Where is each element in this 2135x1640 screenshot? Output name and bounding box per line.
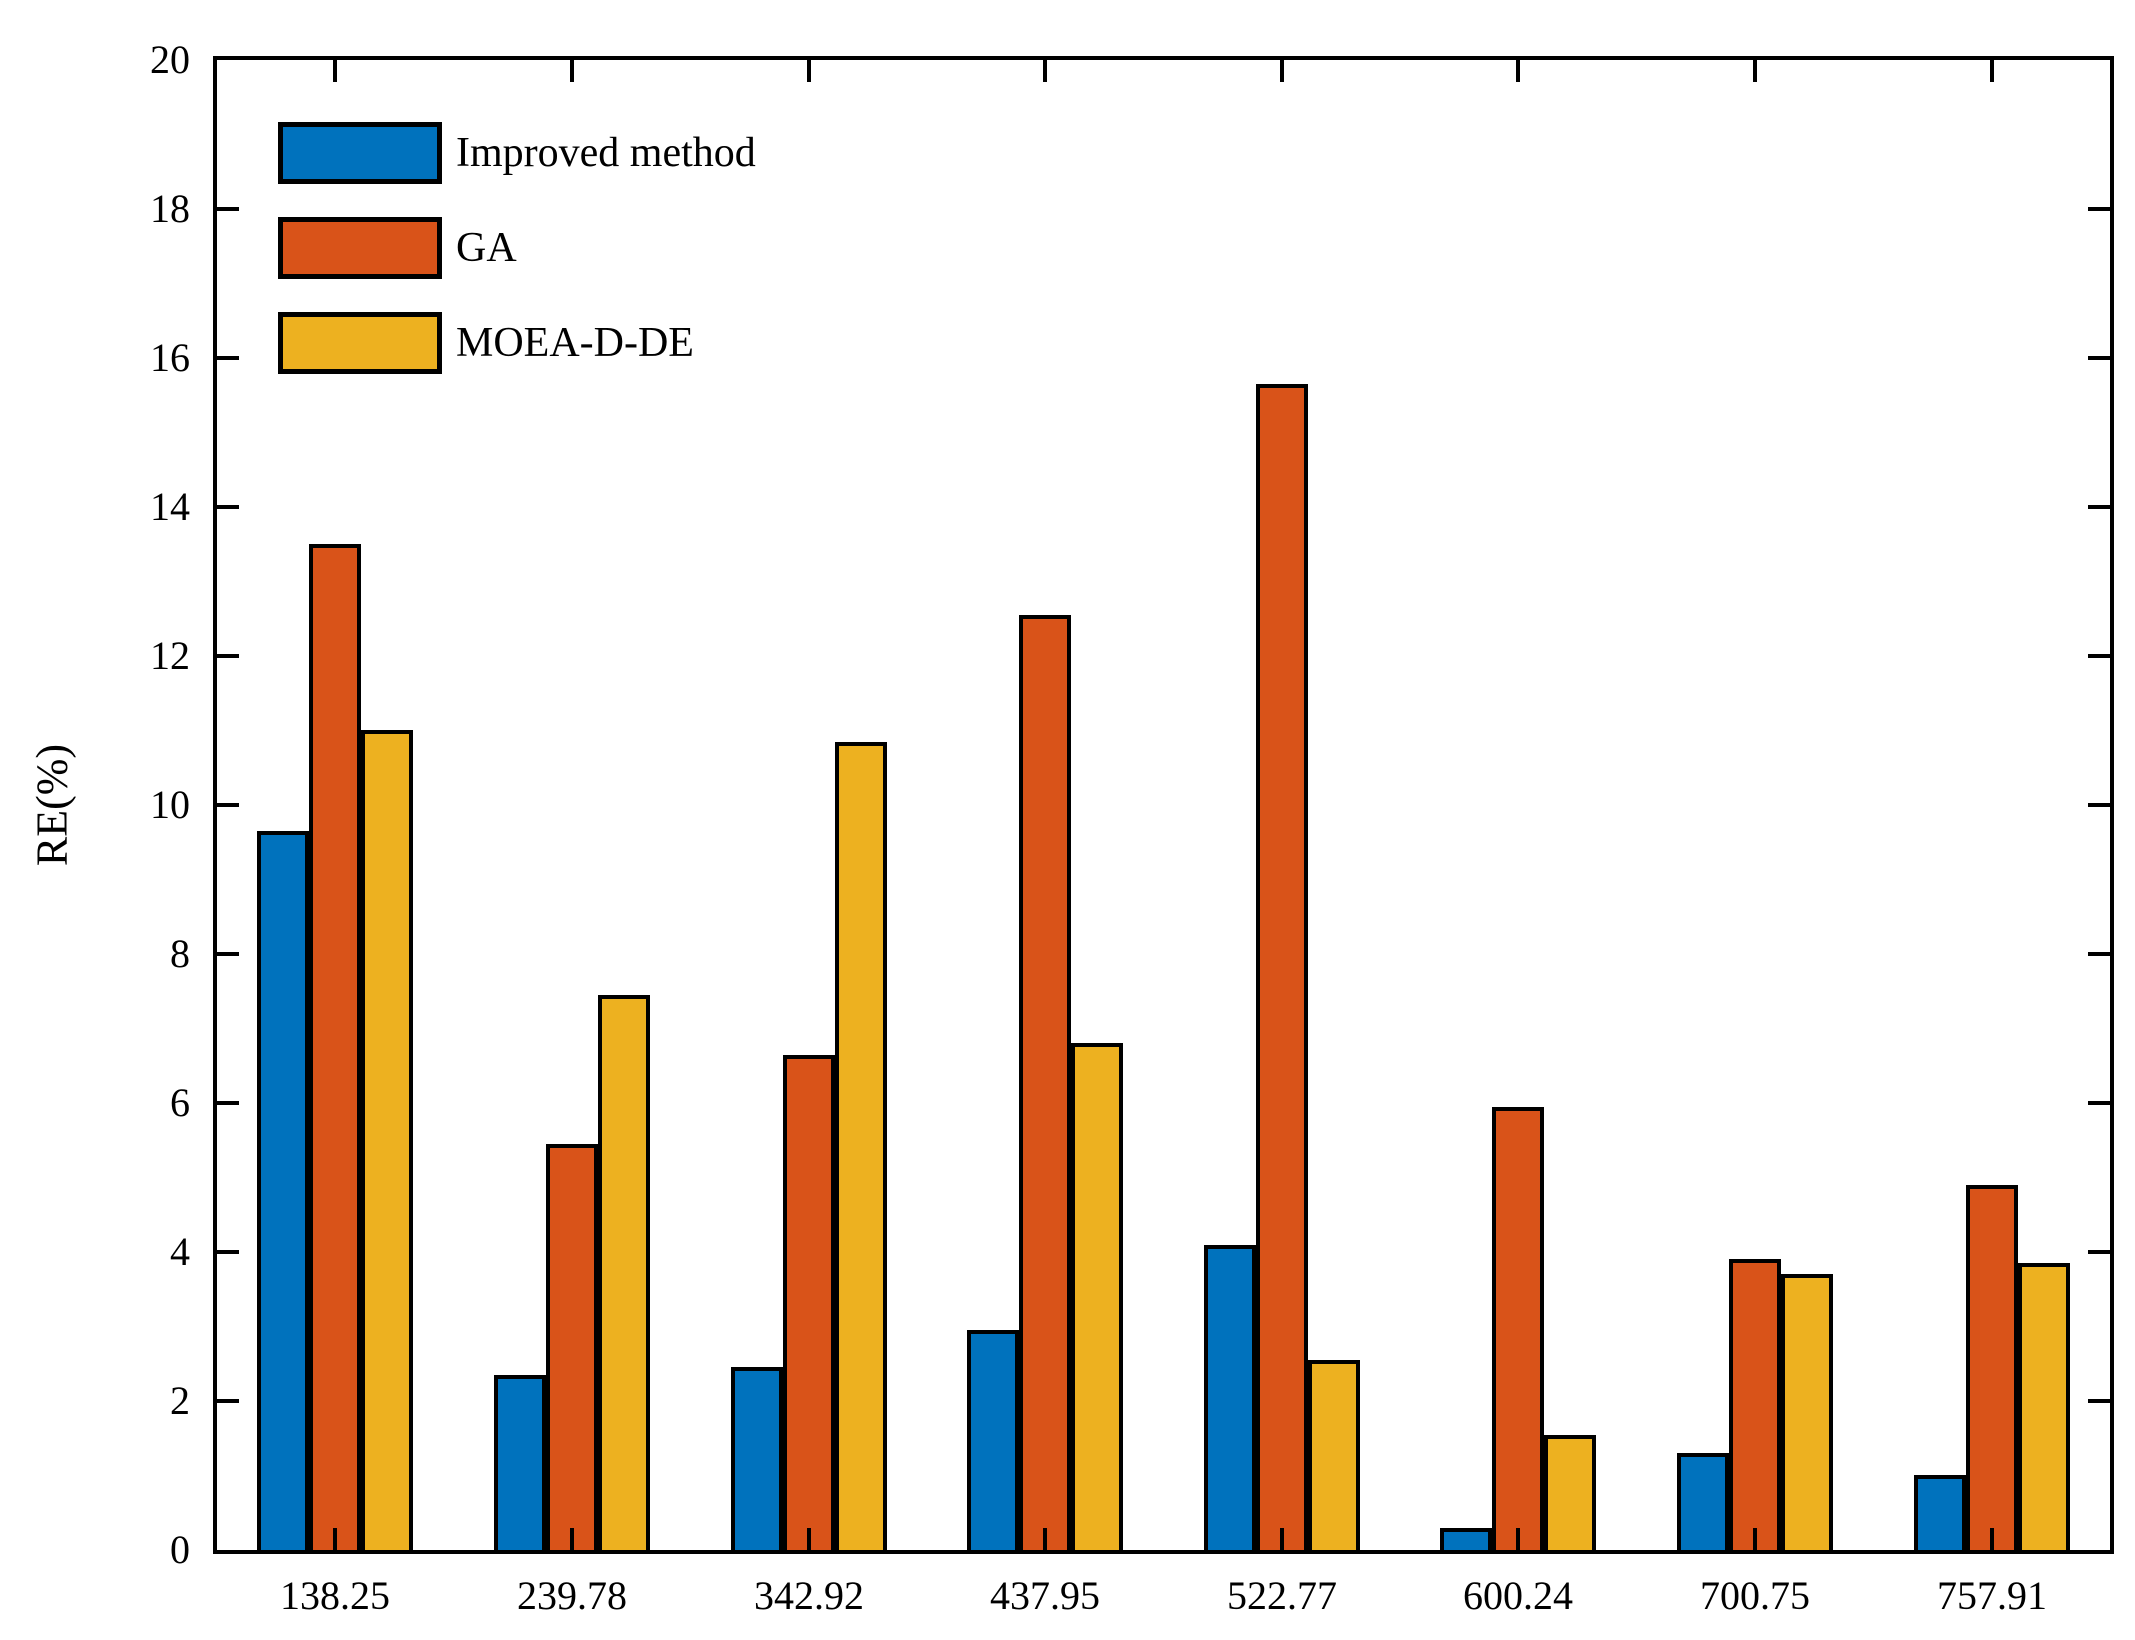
x-tick-mark bbox=[807, 60, 811, 82]
y-tick-mark bbox=[2088, 654, 2110, 658]
y-tick-mark bbox=[2088, 207, 2110, 211]
bar-ga bbox=[1019, 615, 1071, 1550]
y-tick-mark bbox=[2088, 1399, 2110, 1403]
bar-improved-method bbox=[967, 1330, 1019, 1550]
x-tick-label: 757.91 bbox=[1937, 1573, 2047, 1618]
y-tick-mark bbox=[217, 1250, 239, 1254]
x-tick-mark bbox=[1516, 60, 1520, 82]
x-tick-mark bbox=[1280, 60, 1284, 82]
x-tick-mark bbox=[1043, 60, 1047, 82]
y-tick-label: 4 bbox=[170, 1229, 190, 1274]
bar-improved-method bbox=[257, 831, 309, 1550]
bar-moea-d-de bbox=[1544, 1435, 1596, 1550]
y-tick-mark bbox=[217, 952, 239, 956]
y-tick-mark bbox=[217, 1101, 239, 1105]
x-tick-mark bbox=[1753, 60, 1757, 82]
y-tick-label: 20 bbox=[150, 37, 190, 82]
y-tick-mark bbox=[217, 505, 239, 509]
bar-moea-d-de bbox=[361, 730, 413, 1550]
y-tick-label: 2 bbox=[170, 1378, 190, 1423]
bar-improved-method bbox=[1440, 1528, 1492, 1550]
bar-ga bbox=[546, 1144, 598, 1550]
x-tick-mark bbox=[1280, 1528, 1284, 1550]
x-tick-label: 700.75 bbox=[1700, 1573, 1810, 1618]
y-tick-mark bbox=[2088, 1101, 2110, 1105]
y-tick-label: 0 bbox=[170, 1527, 190, 1572]
legend-label: MOEA-D-DE bbox=[456, 320, 694, 366]
y-tick-mark bbox=[217, 654, 239, 658]
x-tick-mark bbox=[1990, 1528, 1994, 1550]
y-tick-mark bbox=[217, 803, 239, 807]
x-tick-label: 239.78 bbox=[517, 1573, 627, 1618]
bar-improved-method bbox=[731, 1367, 783, 1550]
y-tick-label: 14 bbox=[150, 484, 190, 529]
bar-improved-method bbox=[1677, 1453, 1729, 1550]
x-tick-label: 600.24 bbox=[1463, 1573, 1573, 1618]
bar-ga bbox=[783, 1055, 835, 1550]
y-tick-label: 18 bbox=[150, 186, 190, 231]
legend-row: Improved method bbox=[278, 122, 756, 184]
y-tick-label: 10 bbox=[150, 782, 190, 827]
x-tick-mark bbox=[1043, 1528, 1047, 1550]
y-tick-mark bbox=[217, 207, 239, 211]
y-tick-label: 16 bbox=[150, 335, 190, 380]
legend-row: MOEA-D-DE bbox=[278, 312, 756, 374]
x-tick-label: 138.25 bbox=[280, 1573, 390, 1618]
y-tick-mark bbox=[2088, 356, 2110, 360]
bar-improved-method bbox=[1204, 1245, 1256, 1550]
x-tick-label: 342.92 bbox=[754, 1573, 864, 1618]
x-tick-mark bbox=[1990, 60, 1994, 82]
y-tick-mark bbox=[217, 1399, 239, 1403]
y-tick-label: 12 bbox=[150, 633, 190, 678]
x-tick-mark bbox=[570, 1528, 574, 1550]
bar-ga bbox=[1729, 1259, 1781, 1550]
legend-label: Improved method bbox=[456, 130, 756, 176]
bar-ga bbox=[309, 544, 361, 1550]
bar-moea-d-de bbox=[2018, 1263, 2070, 1550]
bar-moea-d-de bbox=[1781, 1274, 1833, 1550]
plot-area: Improved method GA MOEA-D-DE bbox=[213, 56, 2114, 1554]
y-tick-mark bbox=[2088, 1250, 2110, 1254]
bar-moea-d-de bbox=[1071, 1043, 1123, 1550]
y-tick-label: 8 bbox=[170, 931, 190, 976]
bar-ga bbox=[1966, 1185, 2018, 1550]
legend-swatch-moea-d-de bbox=[278, 312, 442, 374]
x-tick-label: 522.77 bbox=[1227, 1573, 1337, 1618]
x-tick-mark bbox=[333, 1528, 337, 1550]
y-tick-mark bbox=[2088, 952, 2110, 956]
y-tick-label: 6 bbox=[170, 1080, 190, 1125]
bar-moea-d-de bbox=[1308, 1360, 1360, 1550]
bar-improved-method bbox=[494, 1375, 546, 1550]
x-tick-mark bbox=[1516, 1528, 1520, 1550]
x-tick-mark bbox=[333, 60, 337, 82]
y-tick-mark bbox=[2088, 803, 2110, 807]
y-tick-mark bbox=[217, 356, 239, 360]
bars-layer bbox=[217, 60, 2110, 1550]
legend-row: GA bbox=[278, 217, 756, 279]
x-tick-mark bbox=[807, 1528, 811, 1550]
ticks-layer bbox=[217, 60, 2110, 1550]
legend-swatch-ga bbox=[278, 217, 442, 279]
legend: Improved method GA MOEA-D-DE bbox=[278, 122, 756, 407]
bar-moea-d-de bbox=[598, 995, 650, 1550]
x-tick-label: 437.95 bbox=[990, 1573, 1100, 1618]
bar-ga bbox=[1492, 1107, 1544, 1550]
legend-label: GA bbox=[456, 225, 517, 271]
bar-improved-method bbox=[1914, 1475, 1966, 1550]
x-tick-mark bbox=[1753, 1528, 1757, 1550]
y-tick-mark bbox=[2088, 505, 2110, 509]
legend-swatch-improved-method bbox=[278, 122, 442, 184]
x-tick-mark bbox=[570, 60, 574, 82]
bar-ga bbox=[1256, 384, 1308, 1550]
bar-moea-d-de bbox=[835, 742, 887, 1550]
